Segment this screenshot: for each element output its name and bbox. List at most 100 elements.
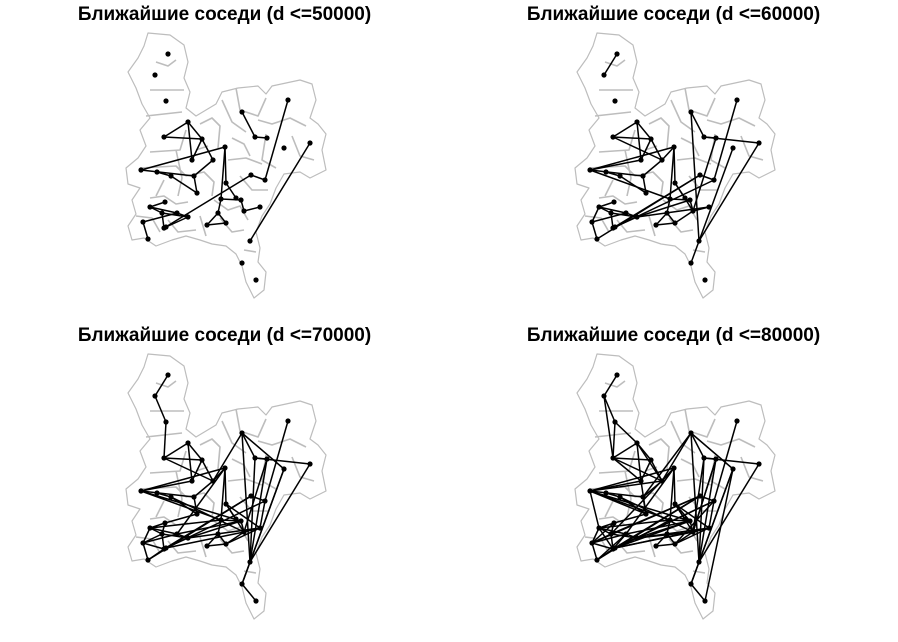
neighbour-link	[612, 457, 663, 482]
neighbour-link	[147, 548, 165, 561]
region-centroid	[638, 157, 644, 163]
region-centroid	[147, 204, 153, 210]
region-boundary	[740, 456, 764, 482]
neighbour-link	[642, 159, 663, 177]
region-centroid	[223, 501, 229, 507]
region-centroid	[623, 531, 629, 537]
neighbour-link	[201, 138, 214, 161]
region-boundary	[670, 99, 696, 133]
neighbour-link	[193, 175, 198, 194]
region-centroid	[218, 196, 224, 202]
neighbour-link	[591, 533, 627, 544]
region-centroid	[215, 531, 221, 537]
region-centroid	[162, 199, 168, 205]
region-centroid	[223, 220, 229, 226]
region-boundary	[688, 175, 717, 191]
region-boundary	[239, 175, 268, 191]
neighbour-link	[655, 543, 676, 547]
region-centroid	[174, 531, 180, 537]
region-centroid	[659, 478, 665, 484]
region-centroid	[165, 372, 171, 378]
neighbour-link	[614, 500, 715, 549]
neighbour-link	[140, 467, 226, 492]
region-centroid	[701, 134, 707, 140]
region-centroid	[730, 466, 736, 472]
region-centroid	[257, 204, 263, 210]
region-boundary	[155, 380, 177, 388]
region-centroid	[634, 440, 640, 446]
neighbour-link	[690, 147, 734, 264]
region-centroid	[239, 581, 245, 587]
region-centroid	[702, 598, 708, 604]
region-boundary	[604, 500, 614, 518]
region-centroid	[640, 494, 646, 500]
region-centroid	[215, 210, 221, 216]
region-boundary	[670, 420, 696, 454]
region-boundary	[584, 215, 610, 233]
region-centroid	[168, 494, 174, 500]
region-centroid	[611, 520, 617, 526]
neighbour-link	[708, 500, 715, 529]
region-boundary	[594, 432, 632, 438]
region-centroid	[682, 516, 688, 522]
neighbour-link	[140, 480, 193, 492]
region-boundary	[221, 420, 247, 454]
neighbour-link	[698, 142, 760, 242]
region-centroid	[711, 177, 717, 183]
region-boundary	[261, 133, 277, 169]
region-centroid	[612, 419, 618, 425]
neighbour-link	[149, 201, 166, 208]
neighbour-map	[574, 353, 776, 620]
region-boundary	[594, 111, 632, 117]
region-centroid	[185, 535, 191, 541]
region-centroid	[257, 525, 263, 531]
region-centroid	[222, 144, 228, 150]
region-centroid	[152, 72, 158, 78]
region-centroid	[756, 140, 762, 146]
neighbour-link	[698, 463, 760, 563]
region-centroid	[696, 559, 702, 565]
region-centroid	[734, 418, 740, 424]
region-boundary	[710, 454, 726, 490]
region-centroid	[241, 208, 247, 214]
region-centroid	[154, 490, 160, 496]
neighbour-link	[589, 490, 644, 498]
region-centroid	[603, 490, 609, 496]
region-centroid	[713, 135, 719, 141]
region-centroid	[688, 430, 694, 436]
region-centroid	[262, 177, 268, 183]
neighbour-link	[187, 121, 203, 140]
region-centroid	[161, 455, 167, 461]
neighbour-link	[642, 432, 692, 498]
neighbour-link	[142, 533, 163, 544]
neighbour-link	[212, 432, 243, 482]
region-centroid	[701, 455, 707, 461]
region-centroid	[223, 180, 229, 186]
neighbour-link	[690, 583, 706, 602]
panel-d70000: Ближайшие соседи (d <=70000)	[0, 321, 449, 642]
neighbour-link	[154, 395, 167, 423]
neighbour-link	[640, 138, 652, 161]
region-centroid	[734, 97, 740, 103]
region-boundary	[235, 87, 267, 117]
region-centroid	[199, 136, 205, 142]
neighbour-map	[574, 32, 776, 299]
region-centroid	[659, 157, 665, 163]
neighbour-link	[163, 174, 252, 229]
neighbour-link	[690, 468, 734, 585]
region-boundary	[257, 438, 307, 448]
neighbour-link	[264, 99, 289, 181]
neighbour-link	[187, 442, 203, 461]
region-boundary	[199, 117, 221, 149]
neighbour-link	[690, 111, 705, 138]
region-boundary	[261, 454, 277, 490]
neighbour-link	[690, 111, 700, 242]
neighbour-link	[655, 222, 676, 226]
region-centroid	[601, 393, 607, 399]
neighbour-link	[598, 527, 614, 550]
region-centroid	[174, 210, 180, 216]
region-centroid	[194, 511, 200, 517]
region-centroid	[664, 210, 670, 216]
region-centroid	[696, 238, 702, 244]
neighbour-link	[591, 522, 615, 544]
